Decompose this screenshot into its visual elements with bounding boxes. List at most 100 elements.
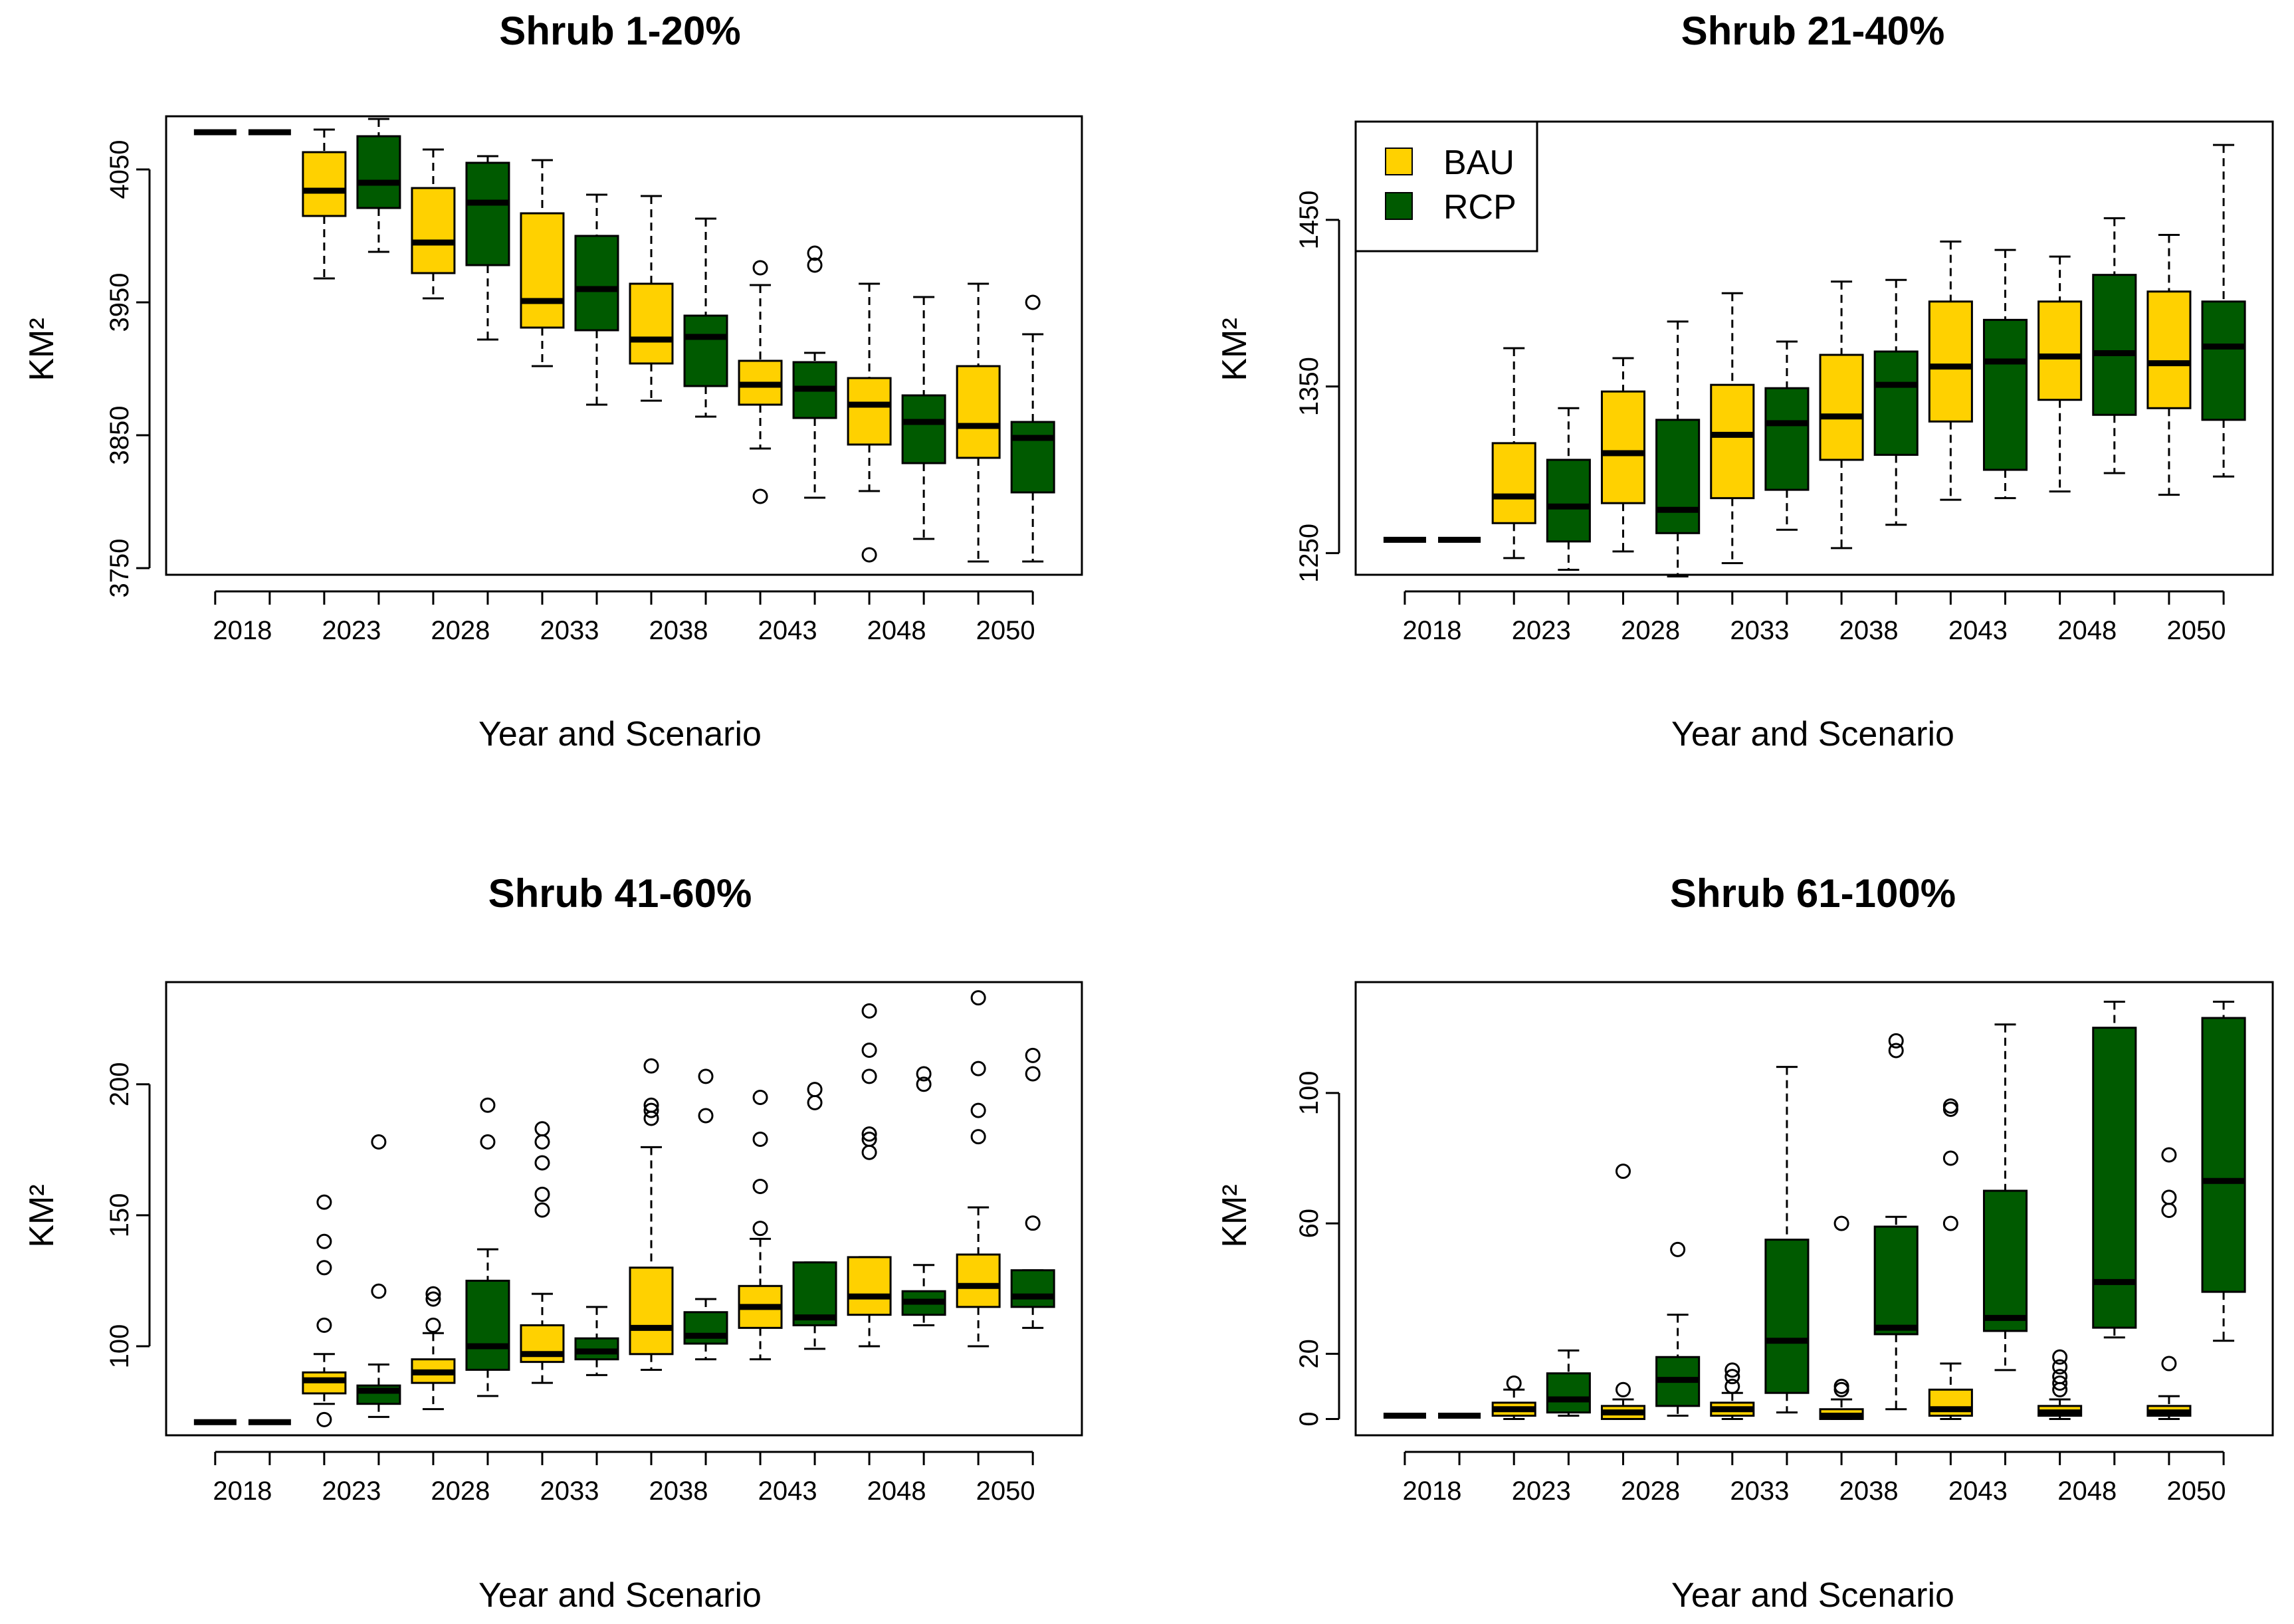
- x-tick-label: 2048: [867, 1476, 926, 1506]
- x-tick-label: 2050: [2167, 1476, 2226, 1506]
- box-bau-2028: [1600, 1164, 1646, 1420]
- box-iqr: [1546, 1372, 1591, 1414]
- y-axis: 100 150 200: [105, 1062, 151, 1368]
- outlier-point: [534, 1186, 550, 1202]
- box-bau-2028: [411, 1286, 456, 1411]
- outlier-point: [752, 260, 768, 276]
- outlier-point: [316, 1317, 332, 1333]
- box-bau-2028: [1600, 357, 1646, 553]
- box-iqr: [901, 394, 946, 464]
- box-bau-2023: [302, 128, 347, 280]
- x-axis-label: Year and Scenario: [478, 715, 762, 754]
- outlier-point: [2052, 1349, 2068, 1365]
- chart-title: Shrub 1-20%: [499, 9, 740, 53]
- y-tick-label: 150: [105, 1193, 134, 1237]
- box-iqr: [1710, 383, 1755, 500]
- x-tick-label: 2018: [1403, 616, 1462, 645]
- x-axis: 2018 2023 2028 2033 2038 2043 2048 2050: [213, 590, 1035, 645]
- y-tick-label: 3950: [105, 273, 134, 332]
- outlier-point: [534, 1121, 550, 1137]
- y-tick-label: 1350: [1295, 357, 1324, 416]
- outlier-point: [316, 1260, 332, 1276]
- box-rcp-2023: [1546, 1349, 1591, 1417]
- outlier-point: [1888, 1033, 1904, 1049]
- y-tick-label: 100: [1295, 1070, 1324, 1115]
- box-iqr: [956, 365, 1001, 459]
- outlier-point: [2161, 1189, 2177, 1205]
- box-rcp-2043: [1982, 249, 2028, 500]
- outlier-point: [1833, 1215, 1849, 1231]
- outlier-point: [1724, 1362, 1740, 1378]
- box-bau-2028: [411, 148, 456, 300]
- outlier-point: [316, 1411, 332, 1427]
- box-iqr: [356, 135, 401, 209]
- legend-swatch-bau: [1385, 148, 1413, 175]
- x-tick-label: 2043: [1948, 616, 2008, 645]
- outlier-point: [970, 1061, 986, 1076]
- outlier-point: [1616, 1381, 1631, 1397]
- box-iqr: [1655, 419, 1701, 534]
- outlier-point: [371, 1283, 387, 1299]
- box-bau-2043: [1928, 241, 1973, 501]
- outlier-point: [425, 1286, 441, 1302]
- box-iqr: [683, 1311, 728, 1345]
- box-bau-2033: [520, 159, 565, 367]
- outlier-point: [1025, 1066, 1041, 1082]
- box-iqr: [1010, 421, 1055, 494]
- outlier-point: [807, 245, 823, 261]
- box-iqr: [2201, 300, 2246, 421]
- outlier-point: [534, 1202, 550, 1218]
- outlier-point: [698, 1068, 714, 1084]
- box-rcp-2048: [901, 296, 946, 540]
- y-axis-label: KM²: [1215, 1184, 1254, 1247]
- y-tick-label: 200: [105, 1062, 134, 1106]
- box-iqr: [847, 377, 892, 446]
- outlier-point: [1616, 1164, 1631, 1179]
- box-bau-2050: [2146, 234, 2192, 496]
- outlier-point: [1025, 1047, 1041, 1063]
- y-tick-label: 1250: [1295, 524, 1324, 583]
- box-rcp-2033: [574, 1306, 619, 1376]
- x-tick-label: 2038: [1839, 616, 1899, 645]
- x-tick-label: 2023: [322, 1476, 381, 1506]
- box-iqr: [1764, 1239, 1810, 1394]
- outlier-point: [861, 1126, 877, 1142]
- box-iqr: [1491, 442, 1536, 524]
- plot-panel-3: 100 150 200 2018 2023 2028 2033 2038 2043 2048 205…: [105, 981, 1083, 1506]
- outlier-point: [316, 1194, 332, 1210]
- x-tick-label: 2023: [1512, 616, 1571, 645]
- y-tick-label: 20: [1295, 1339, 1324, 1369]
- outlier-point: [2052, 1359, 2068, 1375]
- x-axis-label: Year and Scenario: [1671, 1576, 1954, 1615]
- box-rcp-2048: [2092, 1000, 2137, 1339]
- panel-shrub-21-40: Shrub 21-40% Year and Scenario KM²: [1215, 9, 1954, 754]
- outlier-point: [1025, 294, 1041, 310]
- plot-frame: [165, 115, 1083, 576]
- box-iqr: [520, 212, 565, 329]
- box-bau-2048: [847, 282, 892, 563]
- x-tick-label: 2043: [1948, 1476, 2008, 1506]
- x-tick-label: 2050: [976, 1476, 1035, 1506]
- outlier-point: [970, 1102, 986, 1118]
- box-rcp-2038: [683, 217, 728, 418]
- box-rcp-2028: [465, 1097, 510, 1397]
- box-rcp-2050: [1010, 294, 1055, 563]
- outlier-point: [970, 990, 986, 1006]
- box-iqr: [1873, 1225, 1919, 1336]
- outlier-point: [752, 1221, 768, 1237]
- outlier-point: [1025, 1215, 1041, 1231]
- outlier-point: [425, 1291, 441, 1307]
- box-bau-2048: [2037, 1349, 2083, 1420]
- panel-shrub-41-60: Shrub 41-60% Year and Scenario KM²: [23, 871, 762, 1615]
- box-iqr: [411, 187, 456, 274]
- box-iqr: [2146, 290, 2192, 409]
- box-iqr: [1819, 354, 1864, 461]
- box-bau-2033: [520, 1121, 565, 1384]
- box-rcp-2050: [2201, 1000, 2246, 1342]
- box-bau-2023: [302, 1194, 347, 1427]
- outlier-point: [861, 1003, 877, 1019]
- x-tick-label: 2038: [649, 616, 708, 645]
- plot-area: 3750 3850 3950 4050 2018 2023 2028 2033 2038 2043…: [105, 115, 2274, 1506]
- box-rcp-2050: [2201, 144, 2246, 478]
- box-rcp-2050: [1010, 1047, 1055, 1329]
